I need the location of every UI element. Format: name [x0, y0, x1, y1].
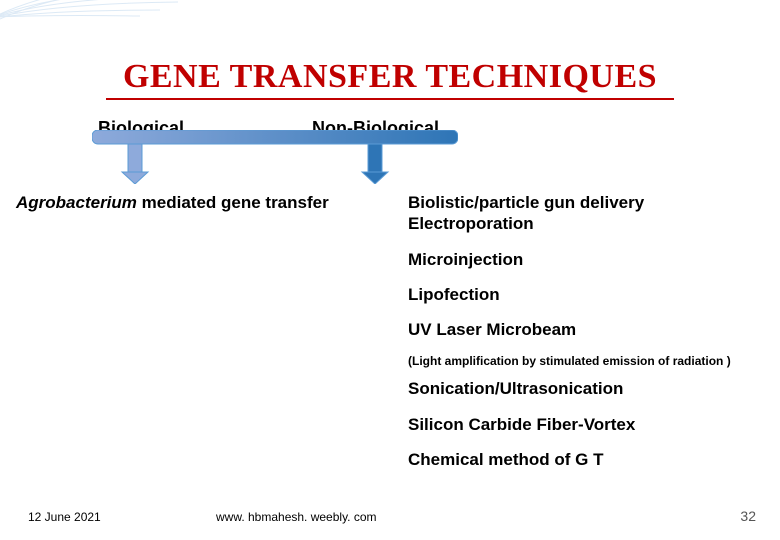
- biological-method: Agrobacterium mediated gene transfer: [16, 193, 329, 213]
- non-bio-item: Biolistic/particle gun delivery: [408, 192, 768, 213]
- footer: 12 June 2021 www. hbmahesh. weebly. com …: [0, 506, 780, 524]
- page-title: GENE TRANSFER TECHNIQUES: [0, 58, 780, 96]
- non-bio-note: (Light amplification by stimulated emiss…: [408, 354, 768, 368]
- category-biological: Biological: [98, 118, 184, 139]
- footer-date: 12 June 2021: [28, 510, 101, 524]
- biological-method-rest: mediated gene transfer: [137, 193, 329, 212]
- non-bio-item: Chemical method of G T: [408, 449, 768, 470]
- footer-url: www. hbmahesh. weebly. com: [216, 510, 377, 524]
- non-bio-item: Microinjection: [408, 249, 768, 270]
- corner-decoration: [0, 0, 180, 60]
- category-non-biological: Non-Biological: [312, 118, 439, 139]
- biological-method-genus: Agrobacterium: [16, 193, 137, 212]
- non-bio-item: Silicon Carbide Fiber-Vortex: [408, 414, 768, 435]
- title-underline: [106, 98, 674, 100]
- non-bio-item: Sonication/Ultrasonication: [408, 378, 768, 399]
- non-bio-item: Electroporation: [408, 213, 768, 234]
- non-biological-list: Biolistic/particle gun deliveryElectropo…: [408, 192, 768, 484]
- non-bio-item: UV Laser Microbeam: [408, 319, 768, 340]
- non-bio-item: Lipofection: [408, 284, 768, 305]
- footer-page-number: 32: [740, 508, 756, 524]
